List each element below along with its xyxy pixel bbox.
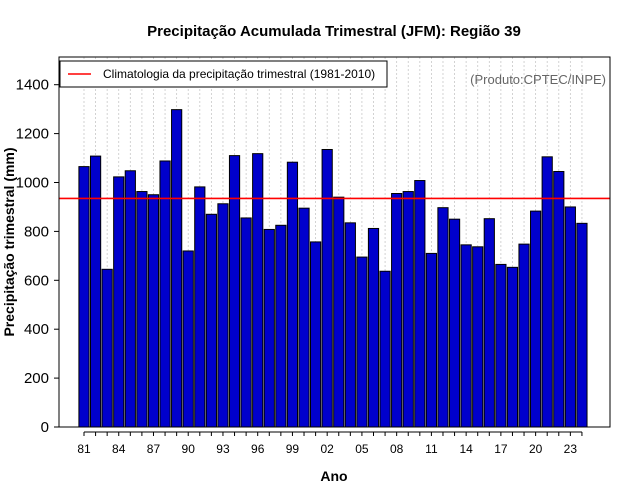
bar-2002	[321, 148, 333, 428]
x-axis-title: Ano	[320, 468, 347, 484]
x-tick-label: 05	[355, 442, 369, 456]
bar-2014	[460, 244, 472, 428]
bar-2008	[391, 193, 403, 428]
bar-2013	[448, 218, 461, 428]
x-tick-label: 20	[529, 442, 543, 456]
bar-1995	[240, 217, 252, 428]
x-tick-label: 14	[459, 442, 473, 456]
bar-2017	[495, 263, 507, 428]
bar-1998	[275, 224, 287, 428]
x-tick-label: 11	[425, 442, 438, 456]
y-tick-label: 1200	[16, 126, 49, 143]
bar-2022	[553, 170, 565, 428]
bar-2009	[402, 191, 414, 428]
x-tick-label: 08	[390, 442, 404, 456]
x-tick-label: 90	[182, 442, 196, 456]
x-tick-label: 23	[564, 442, 578, 456]
bar-2000	[298, 207, 310, 428]
y-tick-label: 800	[24, 223, 49, 240]
plot-frame	[58, 56, 611, 428]
y-tick-label: 400	[24, 321, 49, 338]
x-tick-label: 99	[286, 442, 300, 456]
x-tick-label: 84	[112, 442, 126, 456]
bar-1984	[113, 176, 125, 428]
bar-2001	[310, 241, 322, 428]
chart-title: Precipitação Acumulada Trimestral (JFM):…	[147, 23, 521, 40]
y-tick-label: 1000	[16, 175, 49, 192]
bar-1999	[286, 161, 299, 428]
bar-2024	[576, 222, 588, 428]
y-axis: 0 200 400 600 800 1000 1200 1400	[16, 77, 59, 436]
legend-label-climatology: Climatologia da precipitação trimestral …	[103, 67, 375, 81]
y-tick-label: 200	[24, 370, 49, 387]
legend-box	[59, 60, 388, 88]
bar-1991	[194, 186, 206, 428]
bars	[78, 109, 588, 428]
x-axis: 81 84 87 90 93 96 99 02 05 08 11 14 17 20 23	[77, 431, 583, 456]
y-tick-label: 0	[41, 419, 49, 436]
bar-1994	[228, 155, 241, 428]
bar-2015	[472, 246, 484, 428]
bar-1981	[78, 166, 90, 428]
bar-2019	[518, 243, 530, 428]
bar-1993	[217, 203, 229, 428]
bar-2016	[483, 218, 495, 428]
x-tick-label: 02	[321, 442, 335, 456]
bar-2023	[564, 206, 576, 428]
bar-1997	[263, 228, 275, 428]
bar-1986	[136, 191, 148, 428]
bar-1992	[205, 213, 217, 428]
x-tick-label: 96	[251, 442, 265, 456]
bar-1990	[182, 250, 194, 428]
x-tick-label: 17	[494, 442, 508, 456]
bar-1982	[89, 155, 102, 428]
y-tick-label: 1400	[16, 77, 49, 94]
bar-2018	[506, 266, 519, 428]
bar-2010	[414, 180, 426, 428]
bar-2006	[367, 227, 380, 428]
bar-1983	[101, 268, 113, 428]
bar-1987	[147, 194, 160, 428]
y-tick-label: 600	[24, 272, 49, 289]
bar-2021	[541, 156, 553, 428]
bar-2005	[356, 256, 368, 428]
bar-2003	[333, 196, 345, 428]
source-credit: (Produto:CPTEC/INPE)	[470, 72, 606, 87]
bar-1988	[159, 160, 171, 428]
bar-1985	[124, 170, 136, 428]
bar-2007	[379, 270, 391, 428]
x-tick-label: 81	[77, 442, 91, 456]
bar-2011	[425, 252, 437, 428]
bar-1989	[171, 109, 183, 428]
x-tick-label: 93	[216, 442, 230, 456]
y-axis-title: Precipitação trimestral (mm)	[1, 147, 17, 336]
bar-1996	[252, 153, 264, 428]
legend: Climatologia da precipitação trimestral …	[59, 60, 388, 88]
bar-2020	[530, 210, 542, 428]
x-tick-label: 87	[147, 442, 161, 456]
bar-2012	[437, 207, 449, 428]
bar-2004	[344, 222, 356, 428]
